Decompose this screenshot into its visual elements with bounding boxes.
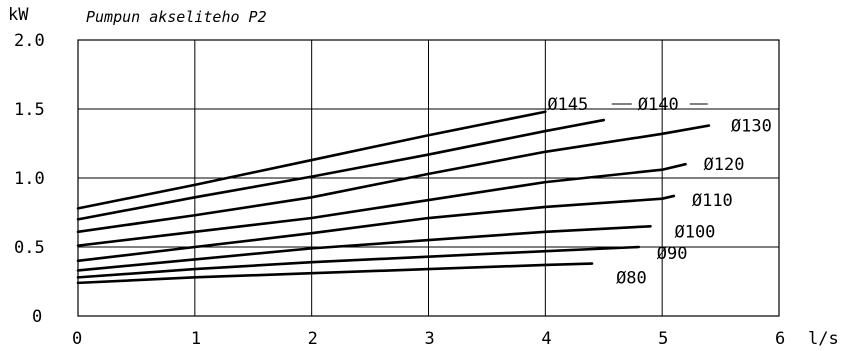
curve-label: Ø130 bbox=[731, 117, 772, 137]
power-curve bbox=[76, 262, 594, 285]
grid bbox=[78, 40, 779, 316]
plot-frame bbox=[77, 39, 780, 317]
power-curve bbox=[76, 162, 687, 247]
y-axis-label: kW bbox=[8, 5, 29, 25]
x-tick-label: 1 bbox=[191, 329, 201, 349]
x-tick-label: 4 bbox=[541, 329, 551, 349]
power-curve bbox=[76, 118, 606, 221]
curve-label: Ø90 bbox=[657, 244, 688, 264]
power-curve bbox=[76, 225, 652, 272]
y-tick-label: 0 bbox=[32, 307, 42, 327]
power-curve bbox=[76, 194, 676, 263]
y-tick-label: 2.0 bbox=[14, 31, 45, 51]
power-curve bbox=[76, 124, 711, 234]
power-curve bbox=[76, 110, 547, 210]
curve-label: Ø80 bbox=[616, 269, 647, 289]
curve-label: Ø120 bbox=[704, 155, 745, 175]
y-tick-label: 1.0 bbox=[14, 169, 45, 189]
x-tick-label: 0 bbox=[72, 329, 82, 349]
power-curve bbox=[76, 245, 641, 279]
tick-labels: 0 1 2 3 4 5 6 0 0.5 1.0 1.5 2.0 bbox=[14, 31, 785, 349]
x-tick-label: 5 bbox=[658, 329, 668, 349]
y-tick-label: 1.5 bbox=[14, 100, 45, 120]
curve-label: Ø145 bbox=[547, 95, 588, 115]
y-tick-label: 0.5 bbox=[14, 238, 45, 258]
x-axis-label: l/s bbox=[808, 329, 839, 349]
curve-label: Ø140 bbox=[638, 95, 679, 115]
curve-label: Ø100 bbox=[674, 222, 715, 242]
x-tick-label: 6 bbox=[775, 329, 785, 349]
curve-label: Ø110 bbox=[692, 191, 733, 211]
chart-title: Pumpun akseliteho P2 bbox=[86, 8, 267, 26]
power-curves bbox=[76, 110, 711, 285]
x-tick-label: 3 bbox=[425, 329, 435, 349]
x-tick-label: 2 bbox=[308, 329, 318, 349]
